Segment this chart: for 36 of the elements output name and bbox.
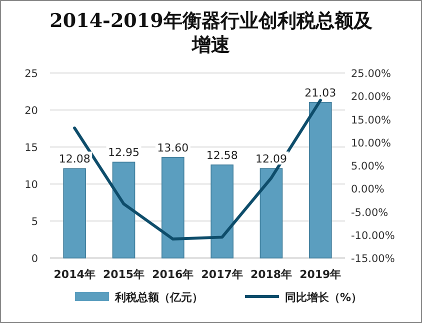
data-label: 13.60 — [157, 141, 189, 154]
bar — [260, 168, 283, 258]
x-tick-label: 2019年 — [300, 268, 342, 281]
y2-tick-label: 10.00% — [351, 137, 392, 150]
y2-tick-label: 5.00% — [351, 160, 384, 172]
bar — [162, 156, 184, 258]
title: 2014-2019年衡器行业创利税总额及增速 — [50, 10, 372, 56]
bar — [112, 162, 136, 258]
data-label: 12.09 — [256, 152, 287, 166]
x-tick-label: 2017年 — [201, 268, 243, 281]
data-label: 12.95 — [108, 146, 140, 160]
x-tick-label: 2016年 — [152, 268, 194, 281]
y-tick-label: 10 — [24, 179, 38, 191]
y2-tick-label: -5.00% — [351, 206, 388, 219]
x-tick-label: 2018年 — [250, 268, 292, 281]
x-tick-label: 2014年 — [54, 268, 96, 281]
y2-tick-label: 20.00% — [351, 91, 392, 104]
data-label: 12.08 — [58, 152, 90, 166]
x-tick-label: 2015年 — [102, 268, 145, 281]
y2-tick-label: 15.00% — [351, 114, 392, 126]
y2-tick-label: -10.00% — [351, 230, 395, 242]
data-label: 12.58 — [206, 148, 238, 162]
bar — [63, 168, 86, 258]
y-tick-label: 20 — [24, 105, 38, 117]
data-label: 21.03 — [304, 86, 336, 100]
y-tick-label: 5 — [31, 216, 38, 228]
y2-tick-label: 25.00% — [351, 68, 392, 80]
y-tick-label: 15 — [24, 142, 38, 154]
y2-tick-label: 0.00% — [351, 184, 384, 196]
y-tick-label: 25 — [24, 68, 38, 80]
bar — [309, 102, 332, 258]
legend-label: 同比增长（%） — [285, 291, 362, 304]
legend-label: 利税总额（亿元） — [114, 291, 203, 304]
bar — [210, 164, 234, 258]
y2-tick-label: -15.00% — [351, 253, 395, 265]
y-tick-label: 0 — [31, 253, 38, 265]
